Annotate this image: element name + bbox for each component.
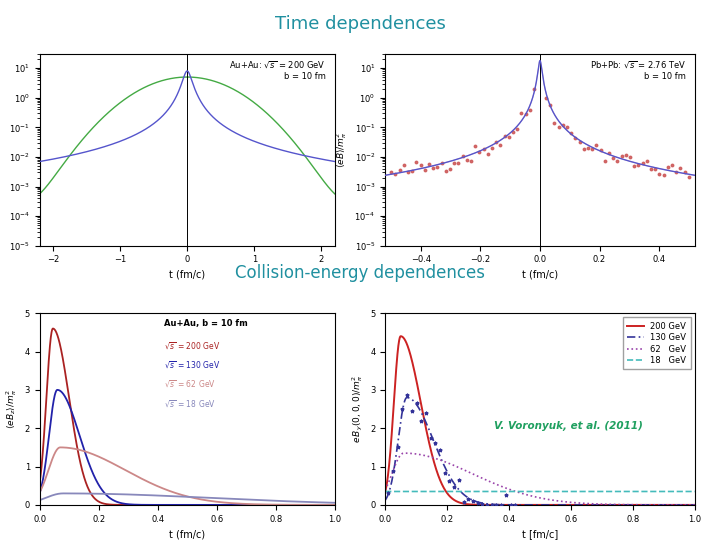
Point bbox=[430, 439, 441, 448]
Text: Time dependences: Time dependences bbox=[274, 15, 446, 33]
Point bbox=[458, 497, 469, 506]
Point bbox=[425, 433, 436, 442]
Point bbox=[453, 476, 464, 484]
Point bbox=[486, 501, 498, 509]
X-axis label: t (fm/c): t (fm/c) bbox=[169, 529, 205, 539]
Text: $\sqrt{s}$ = 62 GeV: $\sqrt{s}$ = 62 GeV bbox=[163, 379, 215, 389]
Point bbox=[410, 399, 422, 407]
Point bbox=[510, 501, 521, 509]
Point bbox=[401, 390, 413, 399]
Y-axis label: $e\,B_y(0,0,0)/m_\pi^2$: $e\,B_y(0,0,0)/m_\pi^2$ bbox=[350, 375, 364, 443]
Text: Pb+Pb: $\sqrt{s}$ = 2.76 TeV
b = 10 fm: Pb+Pb: $\sqrt{s}$ = 2.76 TeV b = 10 fm bbox=[590, 60, 685, 81]
Point bbox=[406, 407, 418, 415]
Text: $\sqrt{s}$ = 200 GeV: $\sqrt{s}$ = 200 GeV bbox=[163, 340, 220, 351]
Text: Au+Au: $\sqrt{s}$ = 200 GeV
b = 10 fm: Au+Au: $\sqrt{s}$ = 200 GeV b = 10 fm bbox=[229, 60, 326, 81]
Point bbox=[467, 496, 479, 505]
Point bbox=[505, 501, 516, 509]
Point bbox=[434, 446, 446, 454]
Text: $\sqrt{s}$ = 130 GeV: $\sqrt{s}$ = 130 GeV bbox=[163, 359, 220, 370]
Point bbox=[382, 489, 394, 497]
X-axis label: t (fm/c): t (fm/c) bbox=[522, 270, 558, 280]
Y-axis label: $\langle eB\rangle/m_\pi^2$: $\langle eB\rangle/m_\pi^2$ bbox=[334, 132, 349, 168]
Point bbox=[439, 468, 451, 477]
Text: V. Voronyuk, et al. (2011): V. Voronyuk, et al. (2011) bbox=[494, 421, 642, 430]
Point bbox=[481, 501, 492, 509]
Point bbox=[490, 501, 502, 509]
Text: Collision-energy dependences: Collision-energy dependences bbox=[235, 264, 485, 282]
Point bbox=[462, 495, 474, 503]
Y-axis label: $\langle eB\rangle/m_\pi^2$: $\langle eB\rangle/m_\pi^2$ bbox=[0, 132, 4, 168]
Legend: 200 GeV, 130 GeV, 62   GeV, 18   GeV: 200 GeV, 130 GeV, 62 GeV, 18 GeV bbox=[623, 318, 690, 369]
Point bbox=[415, 417, 427, 426]
Point bbox=[500, 490, 512, 499]
Point bbox=[495, 501, 507, 509]
Point bbox=[449, 483, 460, 491]
Point bbox=[420, 409, 432, 417]
Point bbox=[397, 404, 408, 413]
Point bbox=[392, 443, 403, 451]
Text: $\sqrt{s}$ = 18 GeV: $\sqrt{s}$ = 18 GeV bbox=[163, 397, 215, 409]
Y-axis label: $\langle eB_z\rangle/m_\pi^2$: $\langle eB_z\rangle/m_\pi^2$ bbox=[4, 389, 19, 429]
Point bbox=[477, 500, 488, 508]
Point bbox=[444, 477, 455, 486]
X-axis label: t (fm/c): t (fm/c) bbox=[169, 270, 205, 280]
Point bbox=[472, 498, 483, 507]
Point bbox=[387, 467, 399, 476]
Text: Au+Au, b = 10 fm: Au+Au, b = 10 fm bbox=[163, 319, 248, 328]
X-axis label: t [fm/c]: t [fm/c] bbox=[522, 529, 558, 539]
